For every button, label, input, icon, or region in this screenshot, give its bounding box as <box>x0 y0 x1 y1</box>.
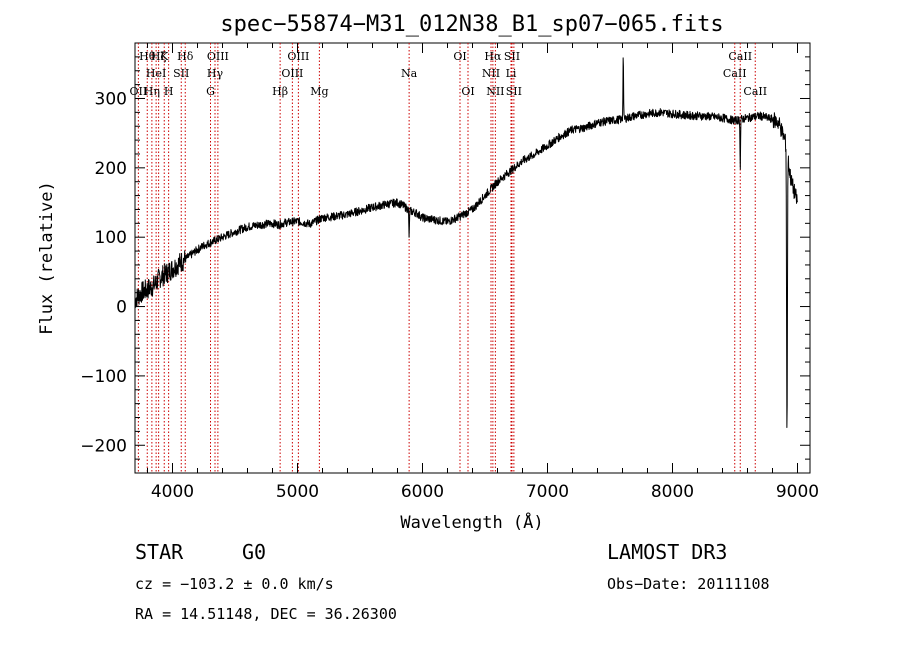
y-axis-ticks: −200 −100 0 100 200 300 <box>80 56 810 460</box>
object-class: STAR <box>135 540 184 564</box>
line-label: Hα <box>484 50 502 63</box>
line-label: OI <box>453 50 466 63</box>
spectral-line-labels: OII Hθ Hη HeI HζK H SII Hδ G Hγ OIII Hβ OIII OIII Mg Na… <box>130 50 768 98</box>
x-tick-label: 9000 <box>776 482 819 502</box>
line-label: HeI <box>146 67 166 80</box>
line-label: OII <box>130 85 148 98</box>
line-label: SII <box>504 50 520 63</box>
y-tick-label: 300 <box>95 89 127 109</box>
line-label: H <box>164 85 174 98</box>
spectral-line-markers <box>137 43 756 473</box>
line-label: CaII <box>728 50 752 63</box>
line-label: CaII <box>723 67 747 80</box>
line-label: Hδ <box>177 50 194 63</box>
line-label: OIII <box>207 50 229 63</box>
line-label: Li <box>506 67 517 80</box>
line-label: SII <box>506 85 522 98</box>
y-tick-label: −100 <box>80 367 127 387</box>
line-label: Hθ <box>139 50 156 63</box>
line-label: Hβ <box>272 85 288 98</box>
line-label: OI <box>461 85 474 98</box>
line-label: NII <box>486 85 504 98</box>
x-axis-ticks: 4000 5000 6000 7000 8000 9000 <box>147 43 819 502</box>
line-label: G <box>206 85 215 98</box>
line-label: Mg <box>310 85 328 98</box>
y-tick-label: 0 <box>116 298 127 318</box>
y-tick-label: 100 <box>95 228 127 248</box>
line-label: OIII <box>287 50 309 63</box>
x-tick-label: 6000 <box>401 482 444 502</box>
object-subclass: G0 <box>242 540 266 564</box>
x-tick-label: 4000 <box>151 482 194 502</box>
y-tick-label: 200 <box>95 159 127 179</box>
observation-date: Obs−Date: 20111108 <box>607 575 770 593</box>
line-label: SII <box>173 67 189 80</box>
line-label: Na <box>401 67 418 80</box>
line-label: K <box>160 50 169 63</box>
redshift-velocity: cz = −103.2 ± 0.0 km/s <box>135 575 334 593</box>
y-axis-label: Flux (relative) <box>37 181 57 335</box>
x-tick-label: 8000 <box>651 482 694 502</box>
spectrum-line <box>134 57 798 428</box>
line-label: OIII <box>281 67 303 80</box>
spectrum-series <box>134 57 798 428</box>
x-axis-label: Wavelength (Å) <box>400 511 543 533</box>
line-label: Hγ <box>207 67 224 80</box>
line-label: Hζ <box>151 50 167 63</box>
plot-frame <box>134 42 811 474</box>
line-label: NII <box>482 67 500 80</box>
line-label: Hη <box>144 85 160 98</box>
x-tick-label: 5000 <box>276 482 319 502</box>
sky-coordinates: RA = 14.51148, DEC = 36.26300 <box>135 605 397 623</box>
y-tick-label: −200 <box>80 436 127 456</box>
line-label: CaII <box>743 85 767 98</box>
survey-name: LAMOST DR3 <box>607 540 727 564</box>
chart-title: spec−55874−M31_012N38_B1_sp07−065.fits <box>220 12 723 37</box>
x-tick-label: 7000 <box>526 482 569 502</box>
